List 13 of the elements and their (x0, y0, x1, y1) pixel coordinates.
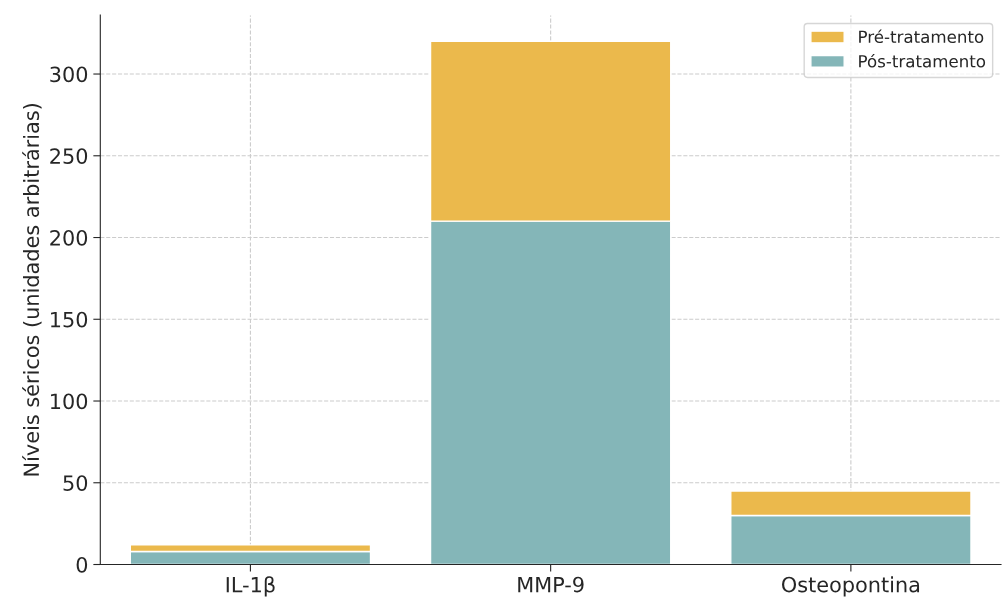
y-tick-label: 300 (50, 66, 88, 83)
y-tick-label: 200 (50, 229, 88, 246)
legend-label: Pré-tratamento (859, 29, 984, 44)
y-axis-title: Níveis séricos (unidades arbitrárias) (22, 104, 42, 476)
y-tick-label: 150 (51, 311, 88, 328)
x-tick-label: Osteopontina (782, 576, 920, 597)
y-tick-label: 50 (63, 475, 88, 491)
legend-label: Pós-tratamento (859, 53, 986, 68)
x-tick-label: MMP-9 (518, 576, 584, 593)
y-tick-label: 100 (51, 393, 88, 410)
y-tick-label: 0 (76, 556, 88, 573)
x-tick-label: IL-1β (226, 576, 275, 597)
y-tick-label: 250 (50, 148, 88, 164)
